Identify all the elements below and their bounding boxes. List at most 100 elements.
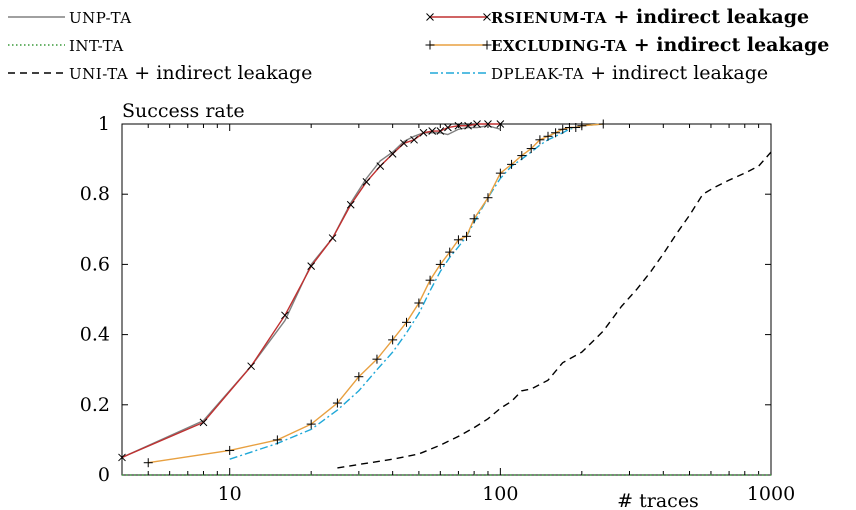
plus-marker xyxy=(598,119,608,129)
plus-marker xyxy=(332,398,342,408)
x-marker xyxy=(473,120,481,128)
x-marker xyxy=(281,311,289,320)
series-unp-ta xyxy=(121,125,501,459)
legend-label: EXCLUDING-TA + indirect leakage xyxy=(491,34,829,56)
plus-marker xyxy=(495,168,505,178)
x-tick-label: 100 xyxy=(482,483,518,505)
plus-marker xyxy=(388,335,398,345)
plus-marker xyxy=(225,445,235,455)
plot-frame xyxy=(121,123,772,476)
plus-marker xyxy=(425,275,435,285)
x-marker xyxy=(410,135,418,144)
plus-marker xyxy=(558,124,568,134)
x-marker xyxy=(484,120,492,128)
plus-marker xyxy=(543,131,553,141)
plus-marker xyxy=(526,144,536,154)
x-marker xyxy=(388,149,397,158)
plus-marker xyxy=(306,419,316,429)
series-line xyxy=(121,123,501,459)
series-line xyxy=(337,151,772,469)
y-axis-label: Success rate xyxy=(122,100,245,122)
x-marker xyxy=(199,418,208,427)
x-marker xyxy=(436,127,445,135)
plus-marker xyxy=(445,247,455,257)
plus-marker xyxy=(272,435,282,445)
legend-entry: UNI-TA + indirect leakage xyxy=(8,62,312,84)
x-marker xyxy=(307,262,316,271)
legend-label-part: EXCLUDING-TA xyxy=(491,37,627,55)
plus-marker xyxy=(372,354,382,364)
x-marker xyxy=(346,200,355,209)
plus-marker xyxy=(143,458,153,468)
series-uni-ta-indirect-leakage xyxy=(337,151,772,469)
y-tick-label: 0.8 xyxy=(80,183,110,205)
legend-label: UNP-TA xyxy=(69,9,132,27)
x-marker xyxy=(428,127,437,135)
plus-marker xyxy=(425,40,435,50)
x-tick-label: 1000 xyxy=(747,483,795,505)
x-marker xyxy=(426,13,434,21)
legend-label-part: + indirect leakage xyxy=(128,62,312,84)
legend-label: UNI-TA + indirect leakage xyxy=(69,62,312,84)
y-tick-label: 1 xyxy=(98,113,110,135)
axes: 0 0.2 0.4 0.6 0.8 1 10 100 1000 Success rate # tra… xyxy=(80,100,795,510)
x-marker xyxy=(496,120,505,128)
plus-marker xyxy=(435,259,445,269)
plus-marker xyxy=(483,193,493,203)
plus-marker xyxy=(535,135,545,145)
y-tick-label: 0.4 xyxy=(80,324,110,346)
legend-label-part: + indirect leakage xyxy=(584,62,768,84)
plus-marker xyxy=(482,40,492,50)
x-marker xyxy=(328,234,337,242)
x-marker xyxy=(464,121,472,130)
legend-entry: RSIENUM-TA + indirect leakage xyxy=(426,6,809,28)
plus-marker xyxy=(577,121,587,131)
plus-marker xyxy=(453,235,463,245)
y-tick-label: 0.6 xyxy=(80,253,110,275)
x-marker xyxy=(362,178,371,186)
series-line xyxy=(229,123,604,460)
plus-marker xyxy=(551,128,561,138)
legend-label: DPLEAK-TA + indirect leakage xyxy=(491,62,768,84)
legend-entry: EXCLUDING-TA + indirect leakage xyxy=(425,34,829,56)
legend-label-part: INT-TA xyxy=(69,37,124,55)
x-tick-label: 10 xyxy=(218,483,242,505)
plus-marker xyxy=(462,231,472,241)
x-marker xyxy=(454,121,463,130)
legend-label-part: UNP-TA xyxy=(69,9,132,27)
series-rsienum-ta-indirect-leakage xyxy=(118,120,505,462)
legend-entry: INT-TA xyxy=(8,37,124,55)
legend-entry: UNP-TA xyxy=(8,9,132,27)
series-line xyxy=(148,123,604,464)
series-excluding-ta-indirect-leakage xyxy=(143,119,608,468)
x-marker xyxy=(376,162,385,170)
plus-marker xyxy=(517,151,527,161)
legend-label-part: RSIENUM-TA xyxy=(491,9,607,27)
y-tick-label: 0.2 xyxy=(80,394,110,416)
series-dpleak-ta-indirect-leakage xyxy=(229,123,604,460)
plus-marker xyxy=(571,123,581,133)
x-marker xyxy=(247,362,255,371)
legend-label-part: + indirect leakage xyxy=(607,6,809,28)
plus-marker xyxy=(414,298,424,308)
plus-marker xyxy=(354,372,364,382)
series-line xyxy=(121,125,501,459)
plus-marker xyxy=(507,159,517,169)
x-marker xyxy=(118,453,126,462)
legend-label-part: UNI-TA xyxy=(69,65,128,83)
x-marker xyxy=(419,128,428,137)
x-marker xyxy=(399,139,408,148)
plus-marker xyxy=(401,317,411,327)
legend-entry: DPLEAK-TA + indirect leakage xyxy=(430,62,768,84)
legend-label-part: DPLEAK-TA xyxy=(491,65,584,83)
x-axis-label: # traces xyxy=(617,490,699,510)
plot-area xyxy=(118,119,772,476)
x-marker xyxy=(483,13,491,21)
x-marker xyxy=(444,123,452,132)
plus-marker xyxy=(469,214,479,224)
legend-label: RSIENUM-TA + indirect leakage xyxy=(491,6,809,28)
legend-label: INT-TA xyxy=(69,37,124,55)
legend-label-part: + indirect leakage xyxy=(627,34,829,56)
